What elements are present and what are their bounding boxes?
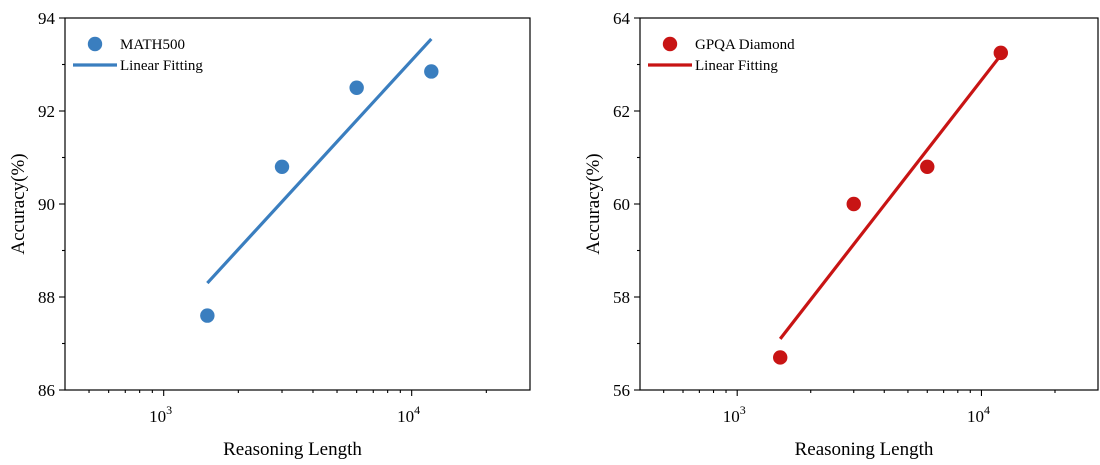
legend-marker-swatch: [662, 36, 678, 52]
data-point: [773, 350, 788, 365]
x-tick-base: 10: [967, 407, 984, 426]
x-tick-exponent: 3: [740, 403, 746, 417]
y-tick-label: 56: [613, 381, 630, 400]
legend-marker-swatch: [87, 36, 103, 52]
fit-line: [778, 54, 1003, 340]
legend-label: GPQA Diamond: [695, 37, 795, 53]
data-point: [993, 45, 1008, 61]
x-tick-base: 10: [149, 407, 166, 426]
legend-label: Linear Fitting: [695, 58, 778, 74]
y-tick-label: 60: [613, 195, 630, 214]
y-tick-label: 64: [613, 9, 631, 28]
x-tick-label: 104: [397, 403, 420, 426]
y-tick-label: 90: [38, 195, 55, 214]
data-point: [274, 159, 290, 174]
data-point: [424, 64, 439, 79]
data-point: [349, 80, 364, 95]
x-tick-label: 103: [723, 403, 746, 426]
y-tick-label: 86: [38, 381, 55, 400]
x-tick-base: 10: [397, 407, 414, 426]
y-tick-label: 88: [38, 288, 55, 307]
y-tick-label: 58: [613, 288, 630, 307]
x-tick-label: 103: [149, 403, 172, 426]
x-tick-base: 10: [723, 407, 740, 426]
data-point: [200, 308, 215, 323]
x-tick-exponent: 4: [414, 403, 420, 417]
x-tick-label: 104: [967, 403, 990, 426]
y-axis-label: Accuracy(%): [583, 153, 604, 254]
data-point: [846, 196, 861, 212]
y-tick-label: 62: [613, 102, 630, 121]
y-axis-label: Accuracy(%): [8, 153, 29, 254]
x-tick-exponent: 4: [984, 403, 990, 417]
x-axis-label: Reasoning Length: [223, 439, 362, 460]
x-tick-exponent: 3: [166, 403, 172, 417]
fit-line: [206, 37, 433, 285]
y-tick-label: 92: [38, 102, 55, 121]
y-tick-label: 94: [38, 9, 56, 28]
legend-label: Linear Fitting: [120, 58, 203, 74]
data-point: [920, 159, 935, 174]
x-axis-label: Reasoning Length: [795, 439, 934, 460]
legend-label: MATH500: [120, 37, 185, 53]
